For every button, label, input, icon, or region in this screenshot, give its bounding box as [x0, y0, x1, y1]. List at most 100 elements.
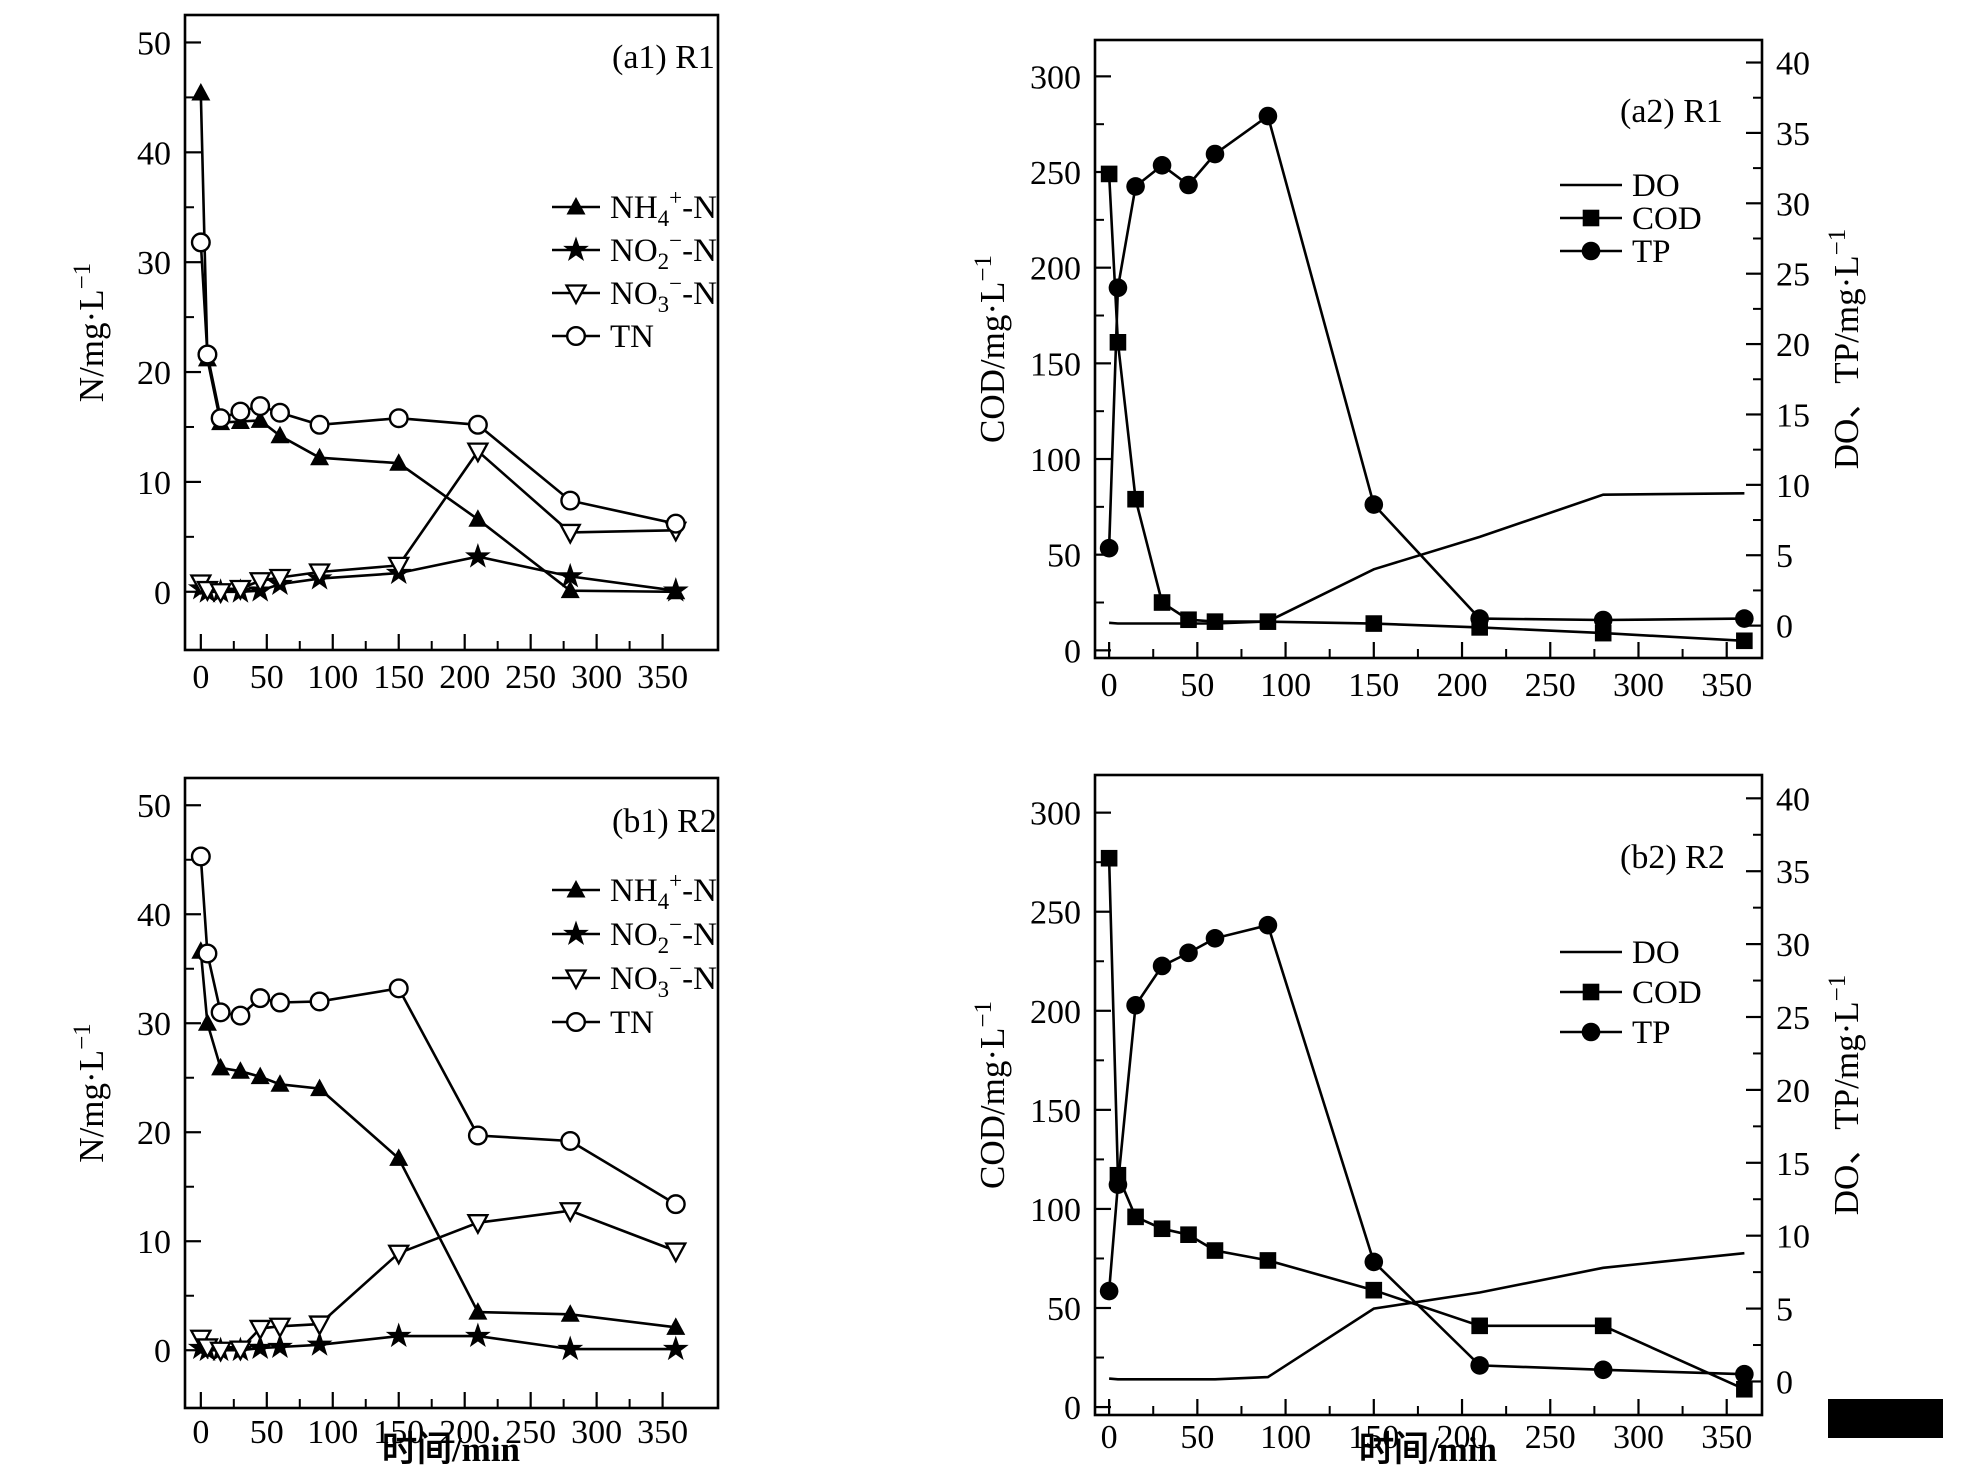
data-point-marker — [1180, 1226, 1197, 1243]
series-line-TN — [199, 242, 677, 525]
legend-entry-NO3--N: NO3−-N — [552, 271, 717, 317]
data-point-marker — [1736, 1380, 1753, 1398]
y-tick-label: 10 — [137, 465, 171, 502]
y-right-tick-label: 10 — [1776, 468, 1810, 505]
data-point-marker — [1365, 615, 1383, 632]
legend-label-NH4+-N: NH4+-N — [610, 185, 717, 231]
data-point-marker — [230, 1005, 251, 1026]
y-tick-label: 10 — [137, 1224, 171, 1261]
x-tick-label: 50 — [1180, 667, 1214, 704]
data-point-marker — [1179, 943, 1198, 963]
series-COD — [1100, 849, 1753, 1398]
redaction-bar — [1828, 1399, 1943, 1438]
data-point-marker — [310, 1078, 330, 1097]
data-point-marker — [269, 402, 290, 423]
legend-label-TP: TP — [1632, 234, 1671, 270]
y-tick-label: 0 — [154, 575, 171, 612]
legend-entry-COD: COD — [1560, 201, 1702, 237]
x-tick-label: 50 — [1180, 1419, 1214, 1456]
x-tick-label: 100 — [1260, 667, 1311, 704]
data-point-marker — [247, 1334, 274, 1360]
data-point-marker — [230, 401, 251, 422]
data-point-marker — [1582, 209, 1600, 227]
data-point-marker — [250, 988, 271, 1009]
data-point-marker — [248, 1319, 272, 1341]
legend-entry-NO3--N: NO3−-N — [552, 956, 717, 1002]
data-point-marker — [211, 1057, 231, 1076]
y-tick-label: 20 — [137, 355, 171, 392]
series-line-NO3--N — [199, 1209, 677, 1352]
data-point-marker — [230, 1061, 250, 1079]
y-right-tick-label: 15 — [1776, 397, 1810, 434]
data-point-marker — [665, 1194, 686, 1215]
data-point-marker — [190, 232, 211, 253]
legend-entry-TP: TP — [1560, 234, 1671, 270]
data-point-marker — [1259, 613, 1277, 630]
legend-label-TP: TP — [1632, 1015, 1671, 1051]
data-point-marker — [1127, 1208, 1144, 1226]
plot-border — [1093, 38, 1764, 660]
legend-entry-NH4+-N: NH4+-N — [552, 185, 717, 231]
series-line-DO — [1108, 1251, 1745, 1381]
y-tick-label: 150 — [1030, 1093, 1081, 1130]
panel-b2: 0 50 100 150 200 250 300 3500501001502002503000… — [970, 773, 1866, 1465]
y-right-tick-label: 0 — [1776, 609, 1793, 646]
legend-entry-NH4+-N: NH4+-N — [552, 868, 717, 914]
y-tick-label: 50 — [1047, 538, 1081, 575]
data-point-marker — [1127, 490, 1144, 508]
x-tick-label: 250 — [1525, 1419, 1576, 1456]
x-tick-label: 350 — [637, 1414, 688, 1451]
y-axis-label: N/mg·L−1 — [69, 263, 111, 402]
x-tick-label: 300 — [571, 659, 622, 696]
x-tick-label: 0 — [192, 659, 209, 696]
y-right-tick-label: 35 — [1776, 854, 1810, 891]
legend-label-NO3--N: NO3−-N — [610, 271, 717, 317]
y-right-axis-label: DO、TP/mg·L−1 — [1824, 975, 1866, 1216]
x-tick-label: 200 — [1437, 1419, 1488, 1456]
legend-label-TN: TN — [610, 1005, 654, 1041]
data-point-marker — [558, 1202, 582, 1224]
data-point-marker — [268, 568, 292, 590]
panel-title-b2: (b2) R2 — [1620, 839, 1725, 876]
series-line-DO — [1108, 492, 1745, 625]
x-tick-label: 150 — [1348, 667, 1399, 704]
data-point-marker — [560, 1130, 581, 1151]
data-point-marker — [466, 1214, 490, 1236]
data-point-marker — [557, 1335, 584, 1361]
y-right-tick-label: 20 — [1776, 1073, 1810, 1110]
data-point-marker — [563, 920, 589, 945]
data-point-marker — [269, 992, 290, 1013]
legend-label-TN: TN — [610, 319, 654, 355]
data-point-marker — [468, 509, 488, 527]
y-tick-label: 200 — [1030, 994, 1081, 1031]
data-point-marker — [558, 523, 582, 545]
x-tick-label: 200 — [439, 659, 490, 696]
plot-border — [183, 776, 720, 1410]
data-point-marker — [308, 563, 332, 585]
x-tick-label: 200 — [1437, 667, 1488, 704]
series-DO — [1108, 1251, 1745, 1381]
data-point-marker — [566, 326, 587, 347]
data-point-marker — [1471, 1317, 1488, 1335]
y-tick-label: 20 — [137, 1115, 171, 1152]
panel-a1: 0 50 100 150 200 250 300 35001020304050NH4+-NNO… — [69, 13, 720, 696]
x-axis-ticks: 0 50 100 150 200 250 300 350 — [1101, 1399, 1752, 1456]
y-right-tick-label: 25 — [1776, 257, 1810, 294]
x-axis-ticks: 0 50 100 150 200 250 300 350 — [192, 1392, 688, 1451]
x-tick-label: 150 — [1348, 1419, 1399, 1456]
panel-a2: 0 50 100 150 200 250 300 3500501001502002503000… — [970, 38, 1866, 704]
data-point-marker — [1099, 538, 1119, 558]
y-tick-label: 300 — [1030, 796, 1081, 833]
y-right-tick-label: 5 — [1776, 538, 1793, 575]
x-tick-label: 200 — [439, 1414, 490, 1451]
series-DO — [1108, 492, 1745, 625]
data-point-marker — [1206, 613, 1224, 630]
x-tick-label: 0 — [1101, 1419, 1118, 1456]
data-point-marker — [306, 1331, 333, 1356]
data-point-marker — [1152, 155, 1172, 175]
data-point-marker — [1364, 495, 1384, 514]
data-point-marker — [1593, 1360, 1613, 1380]
y-tick-label: 250 — [1030, 155, 1081, 192]
y-right-axis-ticks: 0 5 10 15 20 25 30 35 40 — [1746, 46, 1810, 646]
data-point-marker — [1206, 1242, 1224, 1259]
